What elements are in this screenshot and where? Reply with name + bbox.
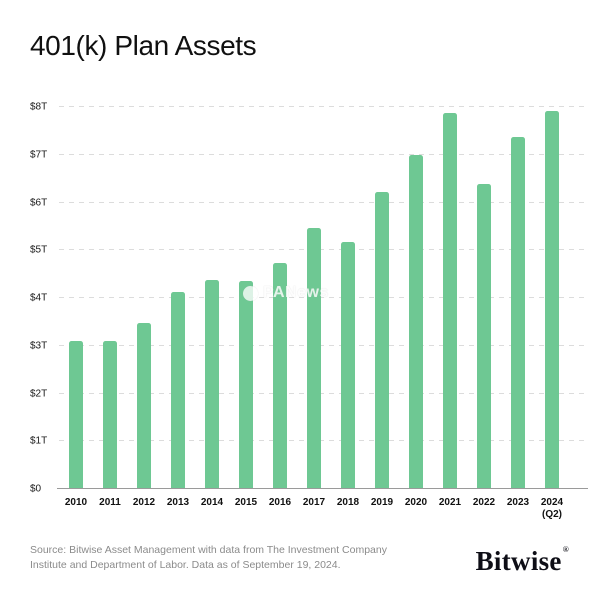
footer-source: Source: Bitwise Asset Management with da…	[30, 543, 387, 573]
gridline	[59, 201, 588, 203]
x-axis-label: 2018	[336, 497, 360, 508]
bar	[103, 340, 117, 488]
bitwise-logo-text: Bitwise	[475, 546, 562, 576]
gridline	[59, 297, 588, 298]
source-line-1: Source: Bitwise Asset Management with da…	[30, 544, 387, 556]
bar	[511, 137, 525, 488]
x-axis-label: 2014	[200, 497, 224, 508]
x-axis-label: 2012	[132, 497, 156, 508]
x-axis-label: 2022	[472, 497, 496, 508]
x-axis-label: 2019	[370, 497, 394, 508]
y-axis-label: $7T	[30, 149, 48, 161]
x-axis-baseline	[57, 488, 588, 489]
gridline	[59, 249, 588, 251]
bar	[477, 183, 491, 488]
x-axis-label: 2017	[302, 497, 326, 508]
source-line-2: Institute and Department of Labor. Data …	[30, 559, 341, 571]
gridline	[59, 344, 588, 346]
gridline	[59, 440, 588, 442]
x-axis-label: 2011	[99, 497, 121, 508]
x-axis-label: 2016	[268, 497, 292, 508]
x-axis-label: 2015	[234, 497, 258, 508]
y-axis-label: $1T	[30, 435, 48, 447]
x-axis-label: 2020	[404, 497, 428, 508]
bar	[409, 154, 423, 488]
y-axis-label: $8T	[30, 101, 48, 113]
y-axis-label: $3T	[30, 340, 48, 352]
y-axis-label: $2T	[30, 388, 48, 399]
x-axis-label: 2013	[166, 497, 190, 508]
bar	[69, 340, 83, 488]
bar	[375, 191, 389, 488]
bar	[239, 281, 253, 488]
bar	[137, 322, 151, 488]
gridline	[59, 106, 588, 107]
x-axis-label: 2024 (Q2)	[540, 497, 564, 520]
y-axis-label: $5T	[30, 244, 48, 256]
x-axis-label: 2010	[64, 497, 88, 508]
bar	[443, 113, 457, 488]
y-axis-label: $4T	[30, 292, 48, 304]
y-axis-label: $6T	[30, 197, 48, 208]
bar	[273, 263, 287, 488]
bar	[171, 292, 185, 488]
chart-title: 401(k) Plan Assets	[30, 30, 257, 61]
registered-mark: ®	[562, 545, 569, 554]
bar	[307, 227, 321, 488]
plot-area: $0 $1T $2T $3T $4T $5T $6T $7T $8T 2010 2011 2012 20…	[30, 102, 588, 520]
x-axis-label: 2023	[506, 497, 530, 508]
gridline	[59, 153, 588, 155]
y-axis-label: $0	[30, 483, 42, 495]
bitwise-logo: Bitwise®	[476, 545, 569, 577]
x-axis-label: 2021	[438, 497, 462, 508]
bar	[205, 279, 219, 488]
bar	[341, 242, 355, 488]
bar	[545, 110, 559, 488]
gridline	[59, 392, 588, 394]
